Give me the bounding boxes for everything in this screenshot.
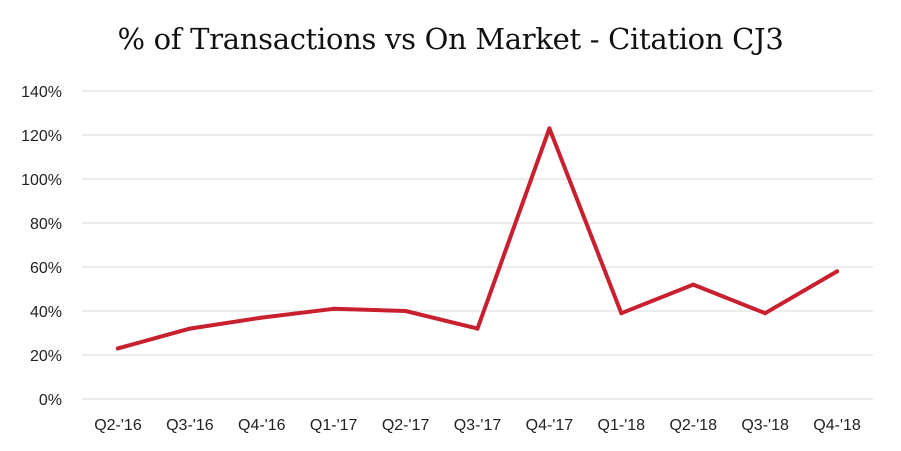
y-tick-label: 20% [30,348,62,365]
x-tick-label: Q4-'17 [526,417,574,434]
x-tick-label: Q2-'18 [669,417,717,434]
y-axis-tick-labels: 0% 20% 40% 60% 80% 100% 120% 140% [21,84,62,409]
x-tick-label: Q3-'16 [166,417,214,434]
x-tick-label: Q1-'18 [598,417,646,434]
y-tick-label: 120% [21,128,62,145]
x-axis-tick-labels: Q2-'16 Q3-'16 Q4-'16 Q1-'17 Q2-'17 Q3-'17 Q4-'… [94,417,861,434]
data-point [691,282,696,287]
x-tick-label: Q4-'18 [813,417,861,434]
data-point [403,309,408,313]
y-tick-label: 60% [30,260,62,277]
data-point [835,269,840,274]
y-tick-label: 80% [30,216,62,233]
y-tick-label: 140% [21,84,62,101]
x-tick-label: Q2-'17 [382,417,430,434]
x-tick-label: Q3-'18 [741,417,789,434]
data-point [475,326,480,331]
data-point [547,126,552,131]
x-tick-label: Q1-'17 [310,417,358,434]
x-tick-label: Q4-'16 [238,417,286,434]
chart-title: % of Transactions vs On Market - Citatio… [117,22,784,56]
data-point [259,315,264,320]
y-tick-label: 100% [21,172,62,189]
data-point [619,311,624,316]
data-point [331,306,336,311]
series-line [115,126,840,351]
series-layer [115,126,840,351]
data-point [187,326,192,331]
x-tick-label: Q3-'17 [454,417,502,434]
y-tick-label: 40% [30,304,62,321]
x-tick-label: Q2-'16 [94,417,142,434]
data-point [763,311,768,316]
gridlines [82,90,873,400]
y-tick-label: 0% [39,392,62,409]
data-point [115,346,120,351]
